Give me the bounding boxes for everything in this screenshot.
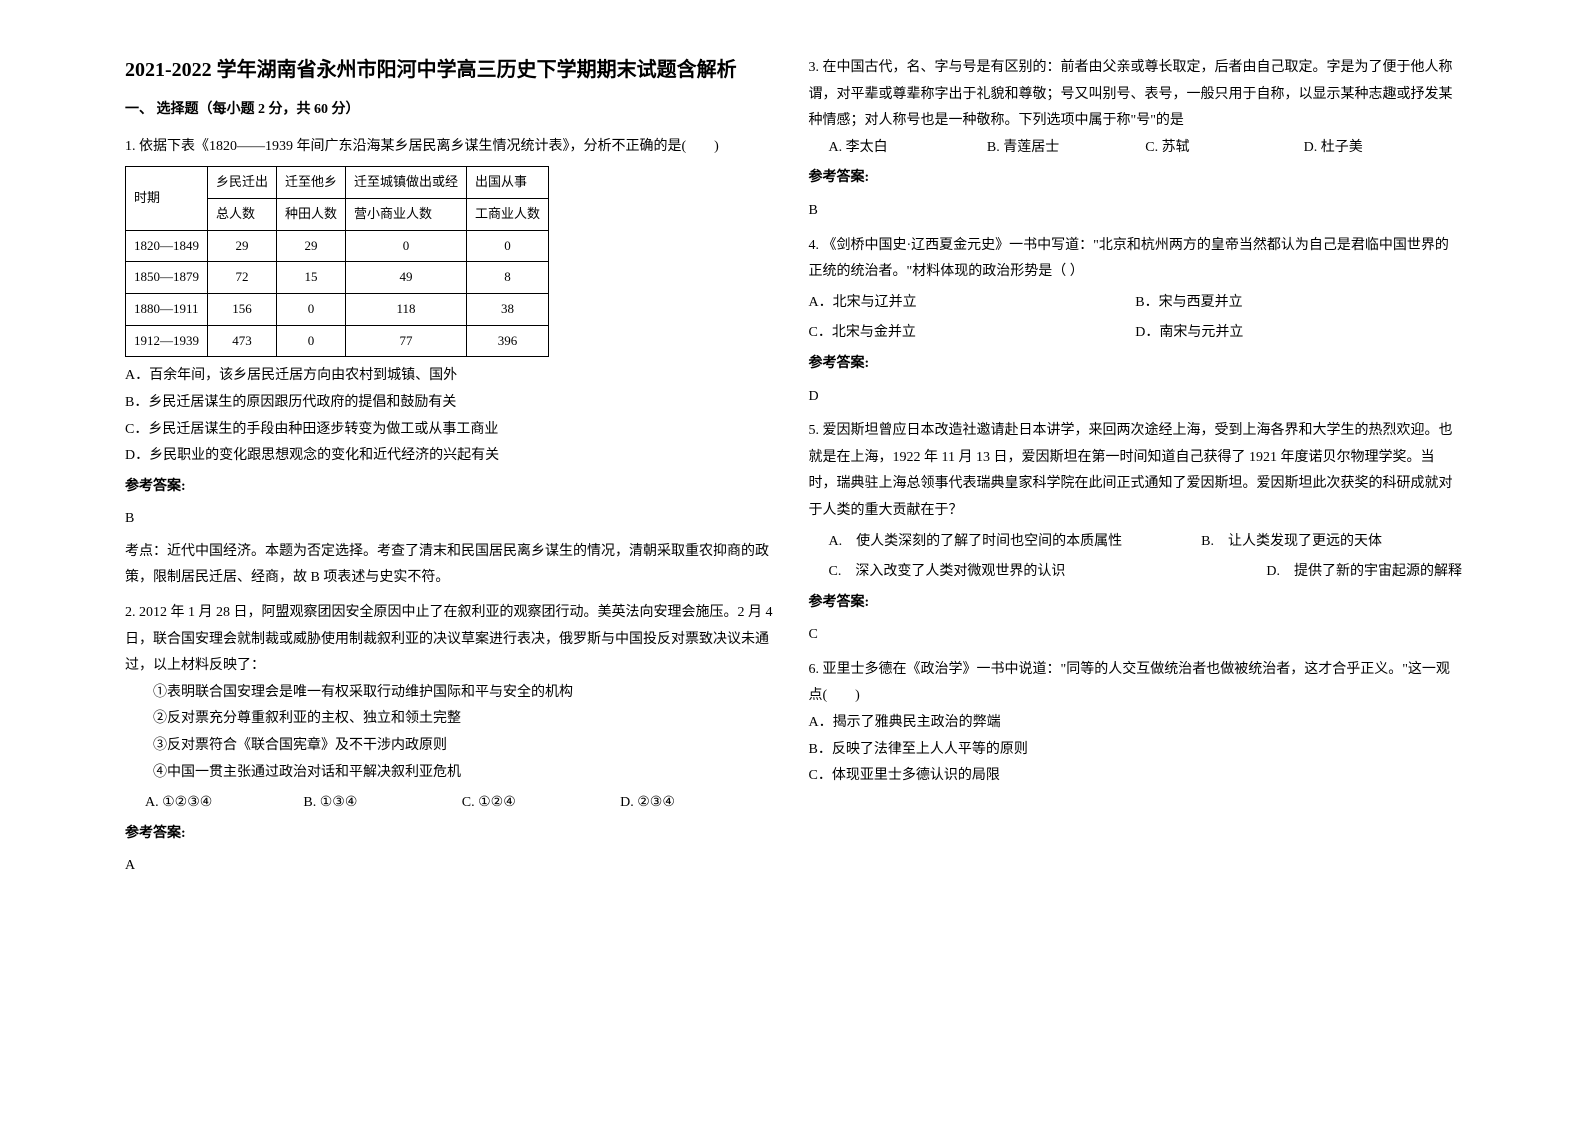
question-1: 1. 依据下表《1820——1939 年间广东沿海某乡居民离乡谋生情况统计表》，… — [125, 134, 779, 592]
q2-stem: 2. 2012 年 1 月 28 日，阿盟观察团因安全原因中止了在叙利亚的观察团… — [125, 600, 779, 680]
q4-option-b: B．宋与西夏并立 — [1135, 290, 1462, 317]
answer-label: 参考答案: — [809, 351, 1463, 378]
answer-label: 参考答案: — [809, 165, 1463, 192]
q2-options-row: A. ①②③④ B. ①③④ C. ①②④ D. ②③④ — [125, 790, 779, 817]
q5-option-a: A. 使人类深刻的了解了时间也空间的本质属性 — [829, 529, 1202, 556]
q2-sub-2: ②反对票充分尊重叙利亚的主权、独立和领土完整 — [125, 706, 779, 733]
table-cell: 49 — [346, 262, 467, 294]
table-header: 迁至城镇做出或经 — [346, 167, 467, 199]
q5-option-c: C. 深入改变了人类对微观世界的认识 — [829, 564, 1066, 579]
q4-options-row2: C．北宋与金并立 D．南宋与元并立 — [809, 320, 1463, 347]
q3-options-row: A. 李太白 B. 青莲居士 C. 苏轼 D. 杜子美 — [809, 135, 1463, 162]
q3-stem: 3. 在中国古代，名、字与号是有区别的：前者由父亲或尊长取定，后者由自己取定。字… — [809, 55, 1463, 135]
table-cell: 1912—1939 — [126, 325, 208, 357]
question-3: 3. 在中国古代，名、字与号是有区别的：前者由父亲或尊长取定，后者由自己取定。字… — [809, 55, 1463, 225]
exam-title: 2021-2022 学年湖南省永州市阳河中学高三历史下学期期末试题含解析 — [125, 55, 779, 85]
q1-option-b: B．乡民迁居谋生的原因跟历代政府的提倡和鼓励有关 — [125, 390, 779, 417]
q6-option-a: A．揭示了雅典民主政治的弊端 — [809, 710, 1463, 737]
q4-stem: 4. 《剑桥中国史·辽西夏金元史》一书中写道："北京和杭州两方的皇帝当然都认为自… — [809, 233, 1463, 286]
q4-options-row1: A．北宋与辽并立 B．宋与西夏并立 — [809, 290, 1463, 317]
table-row: 1850—1879 72 15 49 8 — [126, 262, 549, 294]
q1-option-d: D．乡民职业的变化跟思想观念的变化和近代经济的兴起有关 — [125, 443, 779, 470]
table-cell: 118 — [346, 293, 467, 325]
table-cell: 77 — [346, 325, 467, 357]
q6-option-c: C．体现亚里士多德认识的局限 — [809, 763, 1463, 790]
q2-sub-4: ④中国一贯主张通过政治对话和平解决叙利亚危机 — [125, 760, 779, 787]
table-cell: 0 — [277, 325, 346, 357]
answer-label: 参考答案: — [125, 474, 779, 501]
q4-option-d: D．南宋与元并立 — [1135, 320, 1462, 347]
table-cell: 0 — [346, 230, 467, 262]
q5-option-b: B. 让人类发现了更远的天体 — [1201, 529, 1462, 556]
table-cell: 0 — [277, 293, 346, 325]
table-cell: 396 — [467, 325, 549, 357]
q2-option-b: B. ①③④ — [303, 790, 461, 817]
table-header: 乡民迁出 — [208, 167, 277, 199]
table-cell: 1880—1911 — [126, 293, 208, 325]
q1-answer: B — [125, 506, 779, 533]
table-cell: 72 — [208, 262, 277, 294]
q4-option-c: C．北宋与金并立 — [809, 320, 1136, 347]
q6-stem: 6. 亚里士多德在《政治学》一书中说道："同等的人交互做统治者也做被统治者，这才… — [809, 657, 1463, 710]
table-header: 种田人数 — [277, 198, 346, 230]
table-cell: 15 — [277, 262, 346, 294]
table-cell: 1820—1849 — [126, 230, 208, 262]
table-header: 迁至他乡 — [277, 167, 346, 199]
q5-option-d: D. 提供了新的宇宙起源的解释 — [1266, 559, 1462, 586]
q3-option-b: B. 青莲居士 — [987, 135, 1145, 162]
q5-options-row2: C. 深入改变了人类对微观世界的认识 D. 提供了新的宇宙起源的解释 — [809, 559, 1463, 586]
question-2: 2. 2012 年 1 月 28 日，阿盟观察团因安全原因中止了在叙利亚的观察团… — [125, 600, 779, 880]
q1-stem: 1. 依据下表《1820——1939 年间广东沿海某乡居民离乡谋生情况统计表》，… — [125, 134, 779, 161]
q3-answer: B — [809, 198, 1463, 225]
q6-option-b: B．反映了法律至上人人平等的原则 — [809, 737, 1463, 764]
table-header: 营小商业人数 — [346, 198, 467, 230]
q5-answer: C — [809, 622, 1463, 649]
q3-option-c: C. 苏轼 — [1145, 135, 1303, 162]
q1-option-c: C．乡民迁居谋生的手段由种田逐步转变为做工或从事工商业 — [125, 417, 779, 444]
q5-options-row1: A. 使人类深刻的了解了时间也空间的本质属性 B. 让人类发现了更远的天体 — [809, 529, 1463, 556]
q4-answer: D — [809, 384, 1463, 411]
q2-option-d: D. ②③④ — [620, 790, 778, 817]
table-row: 1880—1911 156 0 118 38 — [126, 293, 549, 325]
q2-option-c: C. ①②④ — [462, 790, 620, 817]
q3-option-d: D. 杜子美 — [1304, 135, 1462, 162]
question-4: 4. 《剑桥中国史·辽西夏金元史》一书中写道："北京和杭州两方的皇帝当然都认为自… — [809, 233, 1463, 411]
table-cell: 29 — [208, 230, 277, 262]
table-cell: 29 — [277, 230, 346, 262]
q2-option-a: A. ①②③④ — [145, 790, 303, 817]
table-row: 1820—1849 29 29 0 0 — [126, 230, 549, 262]
q5-stem: 5. 爱因斯坦曾应日本改造社邀请赴日本讲学，来回两次途经上海，受到上海各界和大学… — [809, 418, 1463, 524]
answer-label: 参考答案: — [809, 590, 1463, 617]
table-cell: 0 — [467, 230, 549, 262]
table-header: 总人数 — [208, 198, 277, 230]
q1-explain: 考点：近代中国经济。本题为否定选择。考查了清末和民国居民离乡谋生的情况，清朝采取… — [125, 539, 779, 592]
q1-option-a: A．百余年间，该乡居民迁居方向由农村到城镇、国外 — [125, 363, 779, 390]
table-cell: 473 — [208, 325, 277, 357]
table-cell: 1850—1879 — [126, 262, 208, 294]
q1-table: 时期 乡民迁出 迁至他乡 迁至城镇做出或经 出国从事 总人数 种田人数 营小商业… — [125, 166, 549, 357]
q3-option-a: A. 李太白 — [829, 135, 987, 162]
question-6: 6. 亚里士多德在《政治学》一书中说道："同等的人交互做统治者也做被统治者，这才… — [809, 657, 1463, 790]
table-row: 1912—1939 473 0 77 396 — [126, 325, 549, 357]
table-header: 时期 — [126, 167, 208, 230]
q2-sub-3: ③反对票符合《联合国宪章》及不干涉内政原则 — [125, 733, 779, 760]
q2-answer: A — [125, 853, 779, 880]
q2-sub-1: ①表明联合国安理会是唯一有权采取行动维护国际和平与安全的机构 — [125, 680, 779, 707]
table-cell: 156 — [208, 293, 277, 325]
section-header: 一、 选择题（每小题 2 分，共 60 分） — [125, 97, 779, 124]
table-header: 出国从事 — [467, 167, 549, 199]
answer-label: 参考答案: — [125, 821, 779, 848]
q4-option-a: A．北宋与辽并立 — [809, 290, 1136, 317]
table-cell: 38 — [467, 293, 549, 325]
table-header: 工商业人数 — [467, 198, 549, 230]
question-5: 5. 爱因斯坦曾应日本改造社邀请赴日本讲学，来回两次途经上海，受到上海各界和大学… — [809, 418, 1463, 649]
table-cell: 8 — [467, 262, 549, 294]
